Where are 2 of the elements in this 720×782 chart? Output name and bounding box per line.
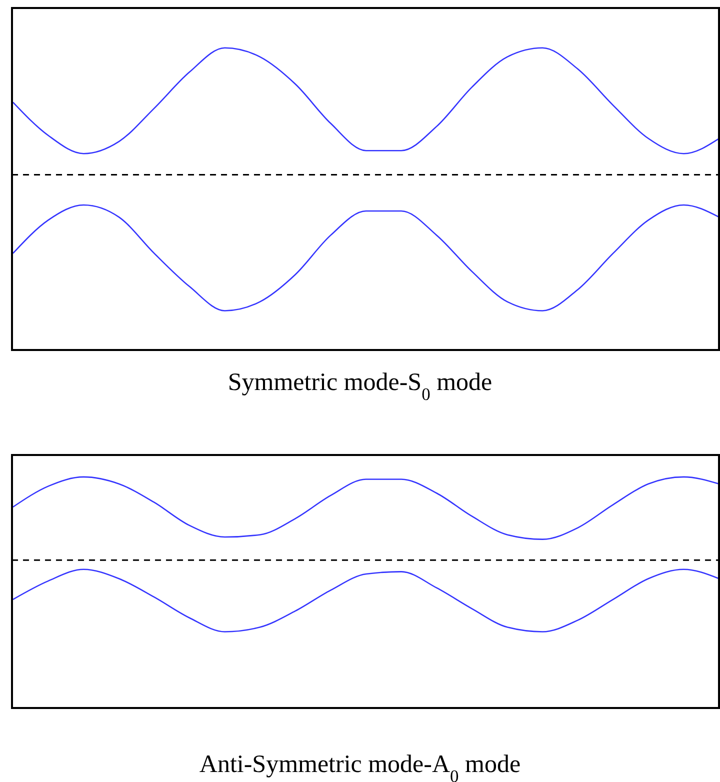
- text: Anti-Symmetric mode-A$_{0}$ mode: [199, 751, 521, 782]
- text: Symmetric mode-S$_{0}$ mode: [228, 369, 492, 404]
